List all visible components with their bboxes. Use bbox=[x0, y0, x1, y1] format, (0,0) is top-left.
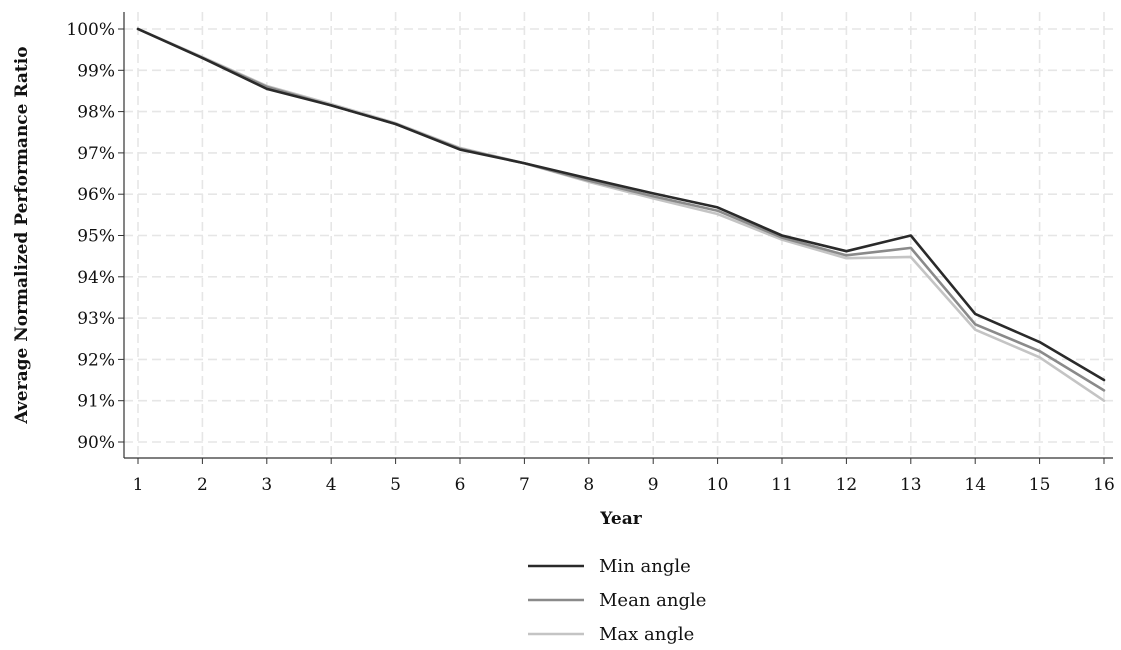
x-tick-label: 1 bbox=[133, 475, 144, 495]
x-tick-label: 7 bbox=[519, 475, 530, 495]
y-tick-label: 99% bbox=[77, 61, 115, 81]
x-tick-label: 5 bbox=[390, 475, 401, 495]
series-line-min-angle bbox=[136, 27, 1106, 382]
y-tick-label: 93% bbox=[77, 309, 115, 329]
legend-label: Max angle bbox=[599, 624, 694, 645]
y-tick-label: 97% bbox=[77, 144, 115, 164]
x-tick-label: 3 bbox=[261, 475, 272, 495]
x-tick-label: 4 bbox=[326, 475, 337, 495]
y-tick-label: 98% bbox=[77, 103, 115, 123]
x-tick-label: 13 bbox=[900, 475, 922, 495]
x-tick-label: 9 bbox=[648, 475, 659, 495]
y-axis-title: Average Normalized Performance Ratio bbox=[12, 46, 32, 424]
legend: Min angle Mean angle Max angle bbox=[528, 556, 706, 645]
tick-labels: 100%99%98%97%96%95%94%93%92%91%90%1 2 3 4 5 6… bbox=[66, 20, 1114, 495]
y-tick-label: 100% bbox=[66, 20, 115, 40]
x-tick-label: 8 bbox=[583, 475, 594, 495]
x-tick-label: 15 bbox=[1029, 475, 1051, 495]
y-tick-label: 95% bbox=[77, 227, 115, 247]
legend-label: Mean angle bbox=[599, 590, 706, 611]
x-tick-label: 6 bbox=[455, 475, 466, 495]
x-tick-label: 11 bbox=[771, 475, 793, 495]
x-tick-label: 12 bbox=[836, 475, 858, 495]
y-tick-label: 94% bbox=[77, 268, 115, 288]
x-tick-label: 14 bbox=[964, 475, 986, 495]
x-axis-title: Year bbox=[599, 509, 642, 529]
x-tick-label: 16 bbox=[1093, 475, 1115, 495]
y-tick-label: 91% bbox=[77, 392, 115, 412]
y-tick-label: 96% bbox=[77, 185, 115, 205]
y-tick-label: 92% bbox=[77, 350, 115, 370]
series-line-mean-angle bbox=[136, 27, 1106, 392]
axes bbox=[118, 12, 1113, 464]
series-line-max-angle bbox=[136, 27, 1106, 403]
series-lines bbox=[136, 27, 1106, 403]
x-tick-label: 2 bbox=[197, 475, 208, 495]
x-tick-label: 10 bbox=[707, 475, 729, 495]
legend-label: Min angle bbox=[599, 556, 691, 577]
grid bbox=[124, 12, 1113, 458]
y-tick-label: 90% bbox=[77, 433, 115, 453]
